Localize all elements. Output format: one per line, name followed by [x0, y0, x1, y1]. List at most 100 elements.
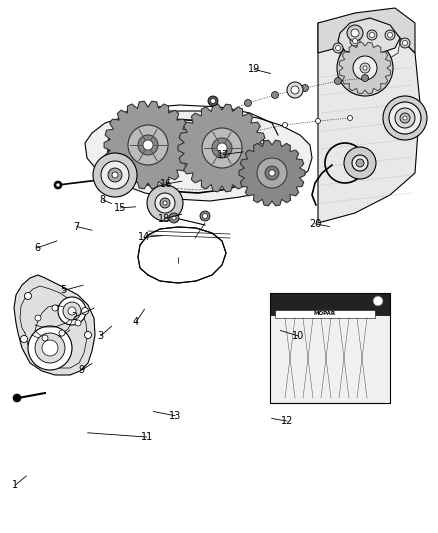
Circle shape: [163, 201, 167, 205]
Circle shape: [211, 99, 215, 103]
Circle shape: [252, 128, 258, 133]
Circle shape: [143, 140, 153, 150]
Circle shape: [383, 96, 427, 140]
Text: 10: 10: [292, 331, 304, 341]
Circle shape: [370, 33, 374, 37]
Text: 20: 20: [309, 219, 321, 229]
Circle shape: [217, 143, 227, 153]
Circle shape: [291, 86, 299, 94]
Text: 8: 8: [100, 195, 106, 205]
Text: 13: 13: [169, 411, 181, 421]
Circle shape: [93, 153, 137, 197]
Circle shape: [283, 123, 287, 127]
Circle shape: [13, 394, 21, 402]
Circle shape: [108, 168, 122, 182]
Circle shape: [101, 161, 129, 189]
Circle shape: [353, 38, 357, 44]
Text: 18: 18: [158, 214, 170, 223]
Polygon shape: [340, 31, 400, 65]
Circle shape: [336, 45, 340, 51]
Circle shape: [287, 82, 303, 98]
Circle shape: [361, 75, 368, 82]
Circle shape: [403, 41, 407, 45]
Circle shape: [350, 36, 360, 46]
Circle shape: [223, 135, 227, 141]
Circle shape: [85, 332, 92, 338]
Circle shape: [347, 25, 363, 41]
Polygon shape: [239, 140, 305, 206]
Text: 7: 7: [74, 222, 80, 231]
Circle shape: [160, 198, 170, 208]
Circle shape: [147, 185, 183, 221]
Circle shape: [138, 135, 158, 155]
Circle shape: [169, 213, 179, 223]
Text: 2: 2: [71, 312, 78, 322]
Circle shape: [265, 166, 279, 180]
Polygon shape: [275, 310, 375, 318]
Polygon shape: [14, 275, 95, 375]
Circle shape: [112, 172, 118, 178]
Text: 19: 19: [248, 64, 260, 74]
Circle shape: [128, 125, 168, 165]
Text: MOPAR: MOPAR: [314, 311, 336, 316]
Circle shape: [344, 147, 376, 179]
Polygon shape: [339, 42, 391, 94]
Circle shape: [59, 330, 65, 336]
Polygon shape: [104, 101, 192, 189]
Circle shape: [269, 170, 275, 176]
Circle shape: [395, 108, 415, 128]
Circle shape: [35, 333, 65, 363]
Text: 1: 1: [12, 480, 18, 490]
Text: 17: 17: [217, 150, 230, 159]
Circle shape: [356, 159, 364, 167]
Circle shape: [360, 63, 370, 73]
Circle shape: [81, 308, 88, 314]
Polygon shape: [270, 293, 390, 403]
Polygon shape: [270, 293, 390, 315]
Circle shape: [25, 293, 32, 300]
Circle shape: [52, 305, 58, 311]
Circle shape: [35, 315, 41, 321]
Circle shape: [389, 102, 421, 134]
Text: 16: 16: [160, 179, 173, 189]
Text: 12: 12: [281, 416, 293, 426]
Text: 6: 6: [34, 243, 40, 253]
Circle shape: [257, 158, 287, 188]
Circle shape: [42, 335, 48, 341]
Circle shape: [347, 116, 353, 120]
Circle shape: [28, 326, 72, 370]
Circle shape: [202, 128, 242, 168]
Circle shape: [353, 56, 377, 80]
Circle shape: [333, 43, 343, 53]
Circle shape: [58, 297, 86, 325]
Circle shape: [68, 307, 76, 315]
Circle shape: [75, 320, 81, 326]
Polygon shape: [178, 104, 266, 192]
Polygon shape: [318, 8, 415, 53]
Circle shape: [21, 335, 28, 343]
Circle shape: [208, 96, 218, 106]
Circle shape: [272, 92, 279, 99]
Circle shape: [400, 113, 410, 123]
Circle shape: [244, 100, 251, 107]
Text: 5: 5: [60, 286, 67, 295]
Circle shape: [335, 77, 342, 85]
Circle shape: [42, 340, 58, 356]
Text: 9: 9: [78, 366, 84, 375]
Circle shape: [400, 38, 410, 48]
Circle shape: [337, 40, 393, 96]
Circle shape: [385, 30, 395, 40]
Circle shape: [315, 118, 321, 124]
Circle shape: [403, 116, 407, 120]
Circle shape: [172, 216, 176, 220]
Circle shape: [155, 193, 175, 213]
Circle shape: [54, 181, 62, 189]
Polygon shape: [85, 111, 312, 201]
Polygon shape: [318, 23, 420, 223]
Text: 11: 11: [141, 432, 153, 442]
Circle shape: [352, 155, 368, 171]
Text: 3: 3: [98, 331, 104, 341]
Circle shape: [202, 214, 208, 219]
Circle shape: [200, 211, 210, 221]
Polygon shape: [338, 18, 400, 55]
